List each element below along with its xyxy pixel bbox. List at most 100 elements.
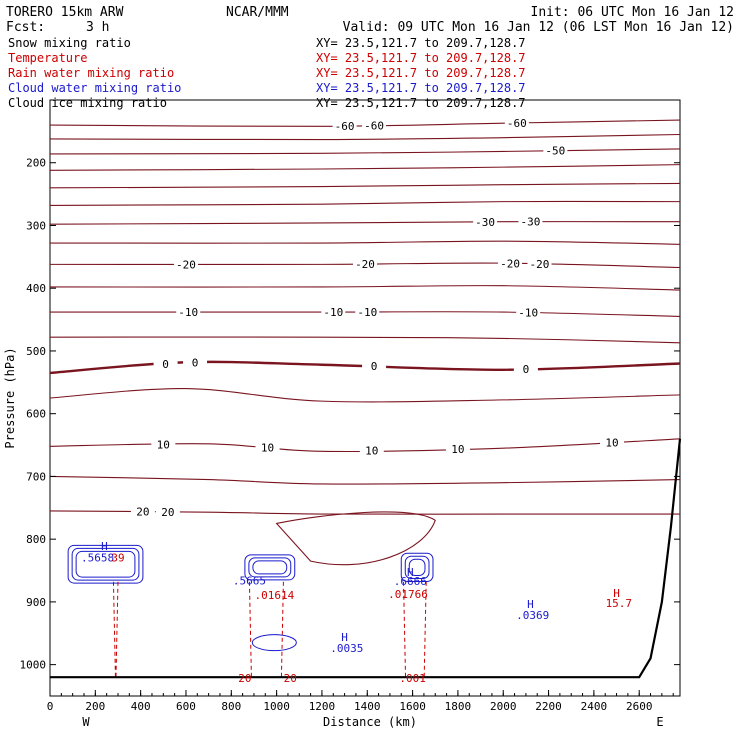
isotherm--20 <box>49 262 681 269</box>
isotherm--30 <box>49 221 681 225</box>
annotation-15: 20 <box>238 672 251 685</box>
x-tick-label-1200: 1200 <box>309 700 336 713</box>
x-tick-label-2600: 2600 <box>626 700 653 713</box>
x-axis-label: Distance (km) <box>323 715 417 729</box>
x-tick-label-800: 800 <box>221 700 241 713</box>
isotherm-15 <box>49 475 681 485</box>
x-right-end-label: E <box>656 715 663 729</box>
header-init: Init: 06 UTC Mon 16 Jan 12 <box>531 5 735 20</box>
isotherm-label-0-0: 0 <box>162 358 169 371</box>
x-tick-label-1600: 1600 <box>399 700 426 713</box>
x-tick-label-2000: 2000 <box>490 700 517 713</box>
legend-field-0: Snow mixing ratio <box>8 36 131 50</box>
annotation-10: H <box>527 598 534 611</box>
isotherm-label-bg <box>321 306 346 318</box>
isotherm-label-0-1: 0 <box>192 356 199 369</box>
annotation-8: H <box>341 631 348 644</box>
y-tick-label-200: 200 <box>26 157 46 170</box>
x-tick-label-600: 600 <box>176 700 196 713</box>
x-tick-label-1400: 1400 <box>354 700 381 713</box>
legend-field-4: Cloud ice mixing ratio <box>8 96 167 110</box>
x-tick-label-1800: 1800 <box>445 700 472 713</box>
header-valid: Valid: 09 UTC Mon 16 Jan 12 (06 LST Mon … <box>343 20 734 35</box>
isotherm-label-10-3: 10 <box>605 436 618 449</box>
annotation-3: .5665 <box>233 574 266 587</box>
x-tick-label-400: 400 <box>131 700 151 713</box>
isotherm-label--20-0: -20 <box>176 258 196 271</box>
cloud-water-contour-0-0 <box>67 544 144 584</box>
y-tick-label-900: 900 <box>26 596 46 609</box>
isotherm-label-0-3: 0 <box>523 363 530 376</box>
isotherm-label--10-2: -10 <box>357 306 377 319</box>
isotherm-label-bg <box>504 116 529 128</box>
cloud-water-contour-2-1 <box>404 555 430 580</box>
isotherm-label--20-3: -20 <box>530 258 550 271</box>
isotherm-5 <box>49 388 681 403</box>
y-tick-label-600: 600 <box>26 408 46 421</box>
cloud-water-contour-0-1 <box>71 547 140 581</box>
legend-xy-1: XY= 23.5,121.7 to 209.7,128.7 <box>316 51 526 65</box>
cloud-water-contour-0-2 <box>75 550 136 578</box>
legend-xy-3: XY= 23.5,121.7 to 209.7,128.7 <box>316 81 526 95</box>
isotherm-label-bg <box>543 144 568 156</box>
header-org: NCAR/MMM <box>226 5 289 20</box>
legend-xy-2: XY= 23.5,121.7 to 209.7,128.7 <box>316 66 526 80</box>
isotherm-label--20-1: -20 <box>355 258 375 271</box>
isotherm--35 <box>49 200 681 206</box>
annotation-9: .0035 <box>330 642 363 655</box>
isotherm-label-bg <box>255 441 280 453</box>
y-tick-label-800: 800 <box>26 533 46 546</box>
isotherm--5 <box>49 336 681 344</box>
hydrometeor-contours <box>67 511 436 678</box>
annotation-16: 20 <box>284 672 297 685</box>
legend-field-1: Temperature <box>8 51 87 65</box>
isotherm-label-bg <box>353 258 377 270</box>
x-axis: 0 200 400 600 800 1000 1200 1400 1600 1800 2000 220… <box>47 690 674 713</box>
field-legend: Snow mixing ratio XY= 23.5,121.7 to 209.7… <box>8 36 526 110</box>
rain-shaft-2 <box>112 581 119 678</box>
isotherm-label-20-1: 20 <box>161 506 174 519</box>
isotherm-label--60-0: -60 <box>335 120 355 133</box>
x-tick-label-1000: 1000 <box>263 700 290 713</box>
isotherm-label-bg <box>362 119 387 131</box>
isotherm-label--60-2: -60 <box>507 117 527 130</box>
isotherm-label--20-2: -20 <box>500 257 520 270</box>
y-tick-label-300: 300 <box>26 219 46 232</box>
y-tick-label-700: 700 <box>26 470 46 483</box>
chart-annotations: H.565839.5665.01614H.6666.01766H.0035H.0… <box>81 540 632 685</box>
isotherm--15 <box>49 285 681 291</box>
isotherm-label-10-0: 10 <box>261 442 274 455</box>
annotation-1: .5658 <box>81 552 114 565</box>
isotherm-label--10-0: -10 <box>178 306 198 319</box>
isotherm-label-bg <box>516 306 541 318</box>
x-left-end-label: W <box>82 715 90 729</box>
annotation-2: 39 <box>111 552 124 565</box>
isotherm-label-10-4: 10 <box>157 439 170 452</box>
annotation-7: .01766 <box>388 588 428 601</box>
isotherm-label-bg <box>518 215 543 227</box>
isotherm-label--60-1: -60 <box>364 119 384 132</box>
legend-field-2: Rain water mixing ratio <box>8 66 174 80</box>
isotherm-label-bg <box>600 436 625 448</box>
annotation-0: H <box>101 540 108 553</box>
cloud-water-contour-2-2 <box>408 558 426 577</box>
isotherm-label-bg <box>513 362 538 374</box>
rain-shaft-1 <box>403 581 427 678</box>
isotherm-label-bg <box>355 306 380 318</box>
legend-xy-4: XY= 23.5,121.7 to 209.7,128.7 <box>316 96 526 110</box>
isotherm-label-bg <box>473 215 498 227</box>
cloud-water-contour-1-2 <box>252 560 288 575</box>
legend-field-3: Cloud water mixing ratio <box>8 81 181 95</box>
isotherm-label--30-1: -30 <box>520 216 540 229</box>
isotherm-label--50-0: -50 <box>545 145 565 158</box>
cloud-water-contour-2-0 <box>400 552 434 583</box>
low-cloud-contour <box>251 634 297 652</box>
annotation-12: H <box>613 587 620 600</box>
isotherm-label-10-2: 10 <box>451 443 464 456</box>
header-fcst-label: Fcst: <box>6 20 45 35</box>
annotation-5: H <box>407 566 414 579</box>
isotherm-label-20-0: 20 <box>136 506 149 519</box>
isotherm-label-bg <box>151 438 176 450</box>
isotherm-label-bg <box>155 505 180 517</box>
